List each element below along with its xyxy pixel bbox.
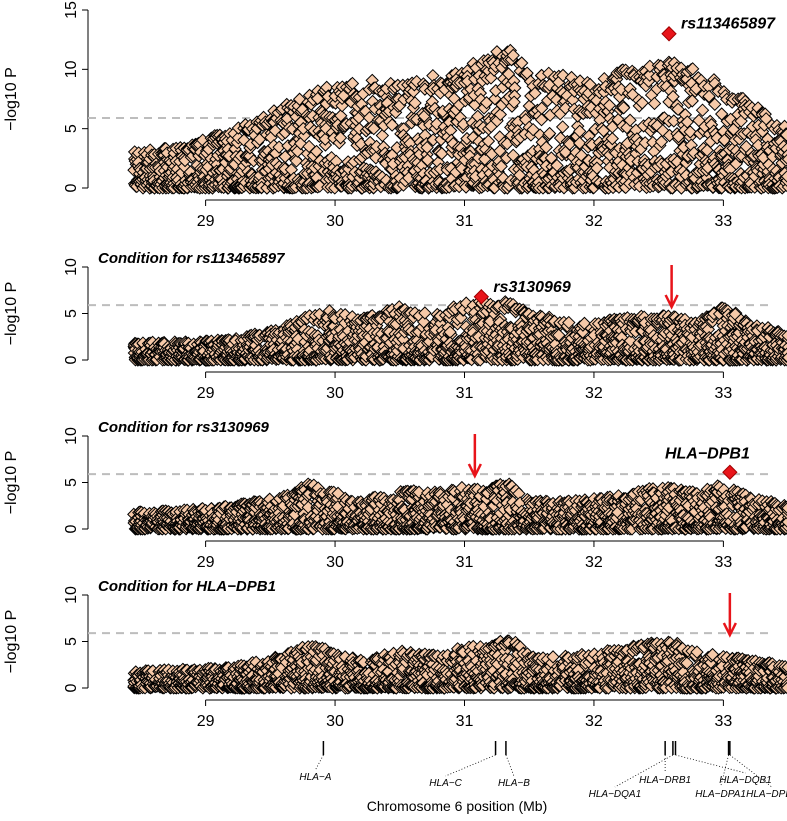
y-tick-label: 15	[63, 1, 80, 19]
x-tick-label: 32	[585, 554, 603, 571]
y-tick-label: 5	[63, 478, 80, 487]
x-tick-label: 30	[326, 554, 344, 571]
x-tick-label: 33	[714, 213, 732, 230]
lead-snp-label: rs113465897	[681, 16, 776, 33]
x-tick-label: 31	[456, 385, 474, 402]
y-tick-label: 5	[63, 309, 80, 318]
y-axis-title: −log10 P	[3, 67, 20, 131]
x-tick-label: 32	[585, 213, 603, 230]
lead-snp-label: rs3130969	[493, 279, 571, 296]
x-tick-label: 33	[714, 554, 732, 571]
y-axis-title: −log10 P	[3, 451, 20, 515]
x-tick-label: 30	[326, 213, 344, 230]
lead-snp-point	[661, 26, 677, 42]
x-tick-label: 29	[197, 213, 215, 230]
y-axis-title: −log10 P	[3, 282, 20, 346]
y-tick-label: 0	[63, 355, 80, 364]
x-tick-label: 29	[197, 385, 215, 402]
snp-points	[127, 43, 787, 195]
y-tick-label: 10	[63, 427, 80, 445]
x-tick-label: 30	[326, 385, 344, 402]
x-tick-label: 33	[714, 385, 732, 402]
y-tick-label: 0	[63, 183, 80, 192]
y-tick-label: 10	[63, 60, 80, 78]
y-tick-label: 5	[63, 124, 80, 133]
snp-points	[127, 294, 787, 367]
panel-title: Condition for rs113465897	[98, 250, 285, 267]
snp-points	[127, 477, 787, 536]
x-tick-label: 31	[456, 213, 474, 230]
x-tick-label: 29	[197, 554, 215, 571]
snp-point	[555, 120, 570, 134]
panels-layer: 0 5 10 15 −log10 P 29 30 31 32 33 rs113465897 0 5 10 −…	[3, 1, 787, 730]
snp-point	[375, 128, 390, 143]
x-tick-label: 32	[585, 385, 603, 402]
conditioned-snp-arrow	[664, 265, 679, 310]
y-tick-label: 10	[63, 258, 80, 276]
x-tick-label: 31	[456, 554, 474, 571]
panel-2: 0 5 10 −log10 P 29 30 31 32 33 rs3130969 Condition…	[3, 250, 787, 402]
panel-1: 0 5 10 15 −log10 P 29 30 31 32 33 rs113465897	[3, 1, 787, 230]
y-tick-label: 0	[63, 524, 80, 533]
